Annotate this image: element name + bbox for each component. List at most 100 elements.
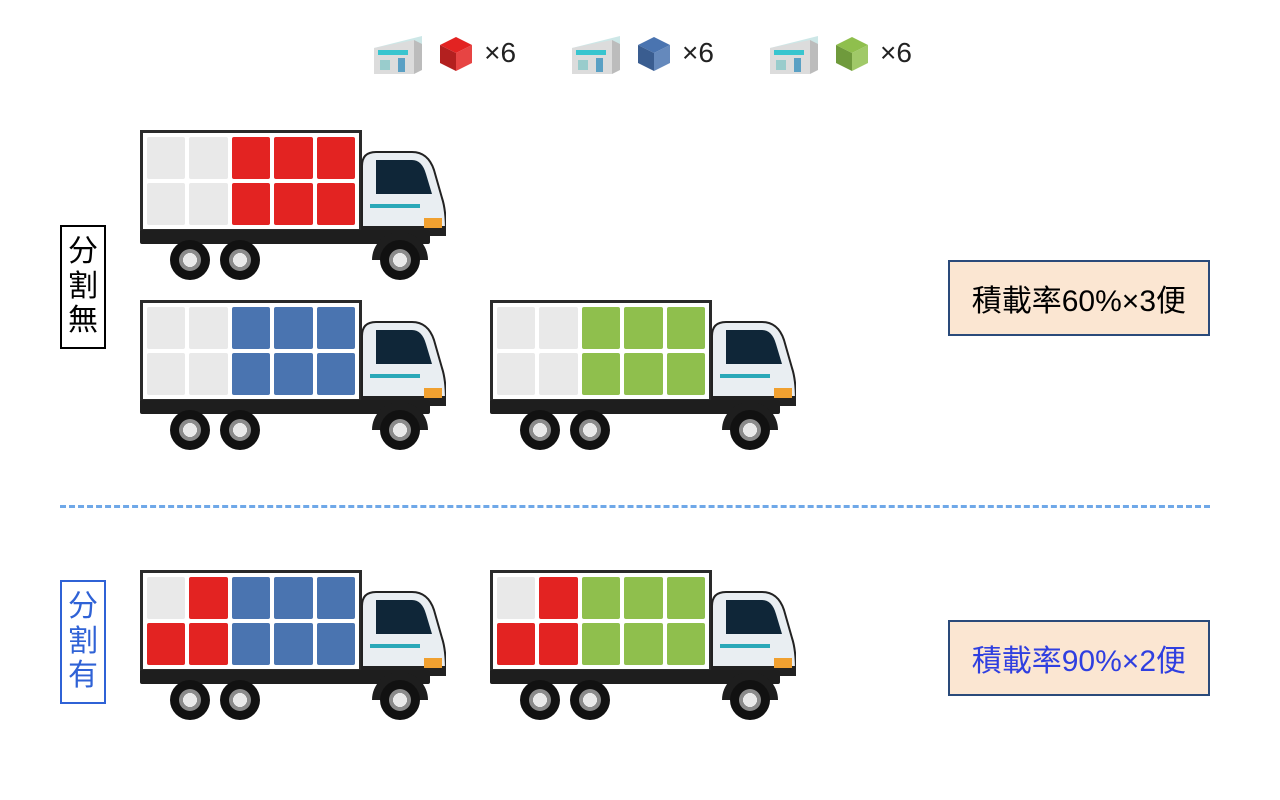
- cargo-cell: [317, 623, 355, 665]
- cargo-cell: [624, 577, 662, 619]
- cargo-grid: [490, 570, 712, 672]
- truck-wheel: [730, 680, 770, 720]
- cargo-cell: [189, 307, 227, 349]
- cargo-cell: [317, 137, 355, 179]
- cargo-cell: [274, 137, 312, 179]
- cargo-grid: [140, 300, 362, 402]
- cargo-cell: [189, 353, 227, 395]
- cargo-cube-icon: [634, 35, 674, 71]
- cargo-cell: [232, 137, 270, 179]
- cargo-cell: [274, 577, 312, 619]
- cargo-grid: [140, 130, 362, 232]
- legend-row: ×6 ×6 ×6: [0, 30, 1280, 76]
- section-label-no-split: 分割無: [60, 225, 106, 349]
- cargo-cell: [667, 577, 705, 619]
- cargo-cell: [147, 623, 185, 665]
- truck-wheel: [570, 680, 610, 720]
- cargo-cell: [274, 307, 312, 349]
- cargo-cell: [232, 577, 270, 619]
- cargo-cell: [539, 577, 577, 619]
- store-icon: [368, 30, 428, 76]
- cargo-cube-icon: [832, 35, 872, 71]
- cargo-cell: [667, 307, 705, 349]
- cargo-cell: [582, 353, 620, 395]
- label-char: 分: [68, 235, 98, 270]
- section-label-split: 分割有: [60, 580, 106, 704]
- result-text: 積載率90%×2便: [972, 645, 1186, 678]
- cargo-cell: [232, 623, 270, 665]
- truck: [140, 130, 470, 285]
- label-char: 割: [68, 625, 98, 660]
- truck-wheel: [380, 680, 420, 720]
- truck-wheel: [520, 410, 560, 450]
- label-char: 分: [68, 590, 98, 625]
- cargo-cell: [497, 353, 535, 395]
- cargo-cell: [667, 353, 705, 395]
- truck: [490, 570, 820, 725]
- truck: [140, 300, 470, 455]
- truck: [140, 570, 470, 725]
- cargo-grid: [490, 300, 712, 402]
- section-divider: [60, 505, 1210, 508]
- store-icon: [566, 30, 626, 76]
- truck-wheel: [730, 410, 770, 450]
- cargo-cell: [539, 307, 577, 349]
- cargo-cell: [624, 353, 662, 395]
- cargo-grid: [140, 570, 362, 672]
- truck-wheel: [170, 410, 210, 450]
- legend-count: ×6: [484, 37, 516, 69]
- cargo-cell: [189, 577, 227, 619]
- label-char: 割: [68, 270, 98, 305]
- truck-wheel: [220, 240, 260, 280]
- cargo-cell: [147, 577, 185, 619]
- truck-wheel: [170, 680, 210, 720]
- cargo-cell: [274, 353, 312, 395]
- cargo-cell: [274, 183, 312, 225]
- cargo-cell: [624, 307, 662, 349]
- truck-wheel: [220, 410, 260, 450]
- cargo-cell: [274, 623, 312, 665]
- legend-item: ×6: [566, 30, 714, 76]
- store-icon: [764, 30, 824, 76]
- truck: [490, 300, 820, 455]
- cargo-cell: [147, 137, 185, 179]
- cargo-cell: [232, 353, 270, 395]
- cargo-cell: [189, 183, 227, 225]
- cargo-cube-icon: [436, 35, 476, 71]
- truck-wheel: [570, 410, 610, 450]
- truck-wheel: [380, 410, 420, 450]
- cargo-cell: [497, 623, 535, 665]
- cargo-cell: [317, 577, 355, 619]
- cargo-cell: [582, 577, 620, 619]
- cargo-cell: [539, 623, 577, 665]
- cargo-cell: [497, 577, 535, 619]
- cargo-cell: [582, 623, 620, 665]
- result-text: 積載率60%×3便: [972, 285, 1186, 318]
- truck-wheel: [220, 680, 260, 720]
- cargo-cell: [497, 307, 535, 349]
- label-char: 有: [68, 659, 98, 694]
- cargo-cell: [667, 623, 705, 665]
- result-no-split: 積載率60%×3便: [948, 260, 1210, 336]
- cargo-cell: [232, 307, 270, 349]
- cargo-cell: [147, 183, 185, 225]
- cargo-cell: [539, 353, 577, 395]
- truck-wheel: [170, 240, 210, 280]
- cargo-cell: [147, 353, 185, 395]
- cargo-cell: [189, 137, 227, 179]
- truck-wheel: [380, 240, 420, 280]
- legend-count: ×6: [880, 37, 912, 69]
- result-split: 積載率90%×2便: [948, 620, 1210, 696]
- legend-item: ×6: [764, 30, 912, 76]
- cargo-cell: [189, 623, 227, 665]
- cargo-cell: [317, 353, 355, 395]
- cargo-cell: [317, 183, 355, 225]
- cargo-cell: [317, 307, 355, 349]
- cargo-cell: [147, 307, 185, 349]
- label-char: 無: [68, 304, 98, 339]
- cargo-cell: [624, 623, 662, 665]
- truck-wheel: [520, 680, 560, 720]
- legend-count: ×6: [682, 37, 714, 69]
- cargo-cell: [232, 183, 270, 225]
- legend-item: ×6: [368, 30, 516, 76]
